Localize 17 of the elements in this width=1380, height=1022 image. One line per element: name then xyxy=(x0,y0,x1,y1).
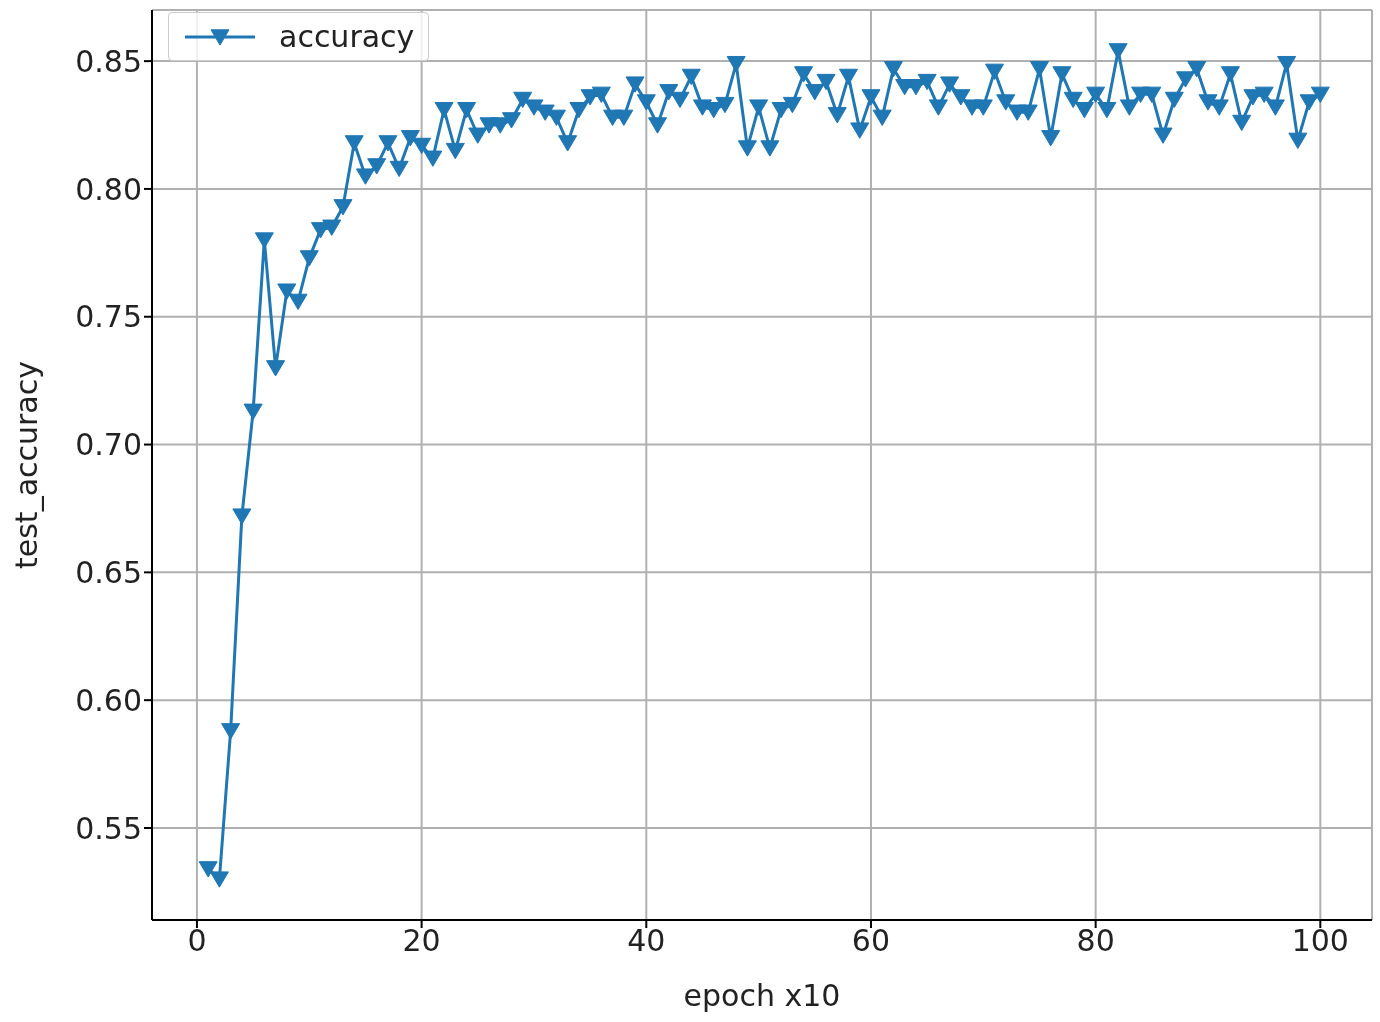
y-axis-title: test_accuracy xyxy=(8,361,44,569)
x-tick-label: 0 xyxy=(187,923,207,959)
y-tick-label: 0.75 xyxy=(75,299,142,335)
y-tick-label: 0.70 xyxy=(75,427,142,463)
x-tick-label: 20 xyxy=(402,923,441,959)
x-tick-label: 80 xyxy=(1076,923,1115,959)
y-tick-label: 0.60 xyxy=(75,682,142,718)
y-tick-label: 0.80 xyxy=(75,171,142,207)
y-tick-label: 0.85 xyxy=(75,43,142,79)
x-tick-label: 100 xyxy=(1291,923,1349,959)
y-tick-label: 0.55 xyxy=(75,810,142,846)
x-axis-title: epoch x10 xyxy=(683,978,841,1013)
legend-label: accuracy xyxy=(279,19,415,54)
x-tick-label: 60 xyxy=(851,923,891,959)
x-tick-label: 40 xyxy=(627,923,666,959)
y-tick-label: 0.65 xyxy=(75,555,142,591)
legend: accuracy xyxy=(168,12,430,61)
